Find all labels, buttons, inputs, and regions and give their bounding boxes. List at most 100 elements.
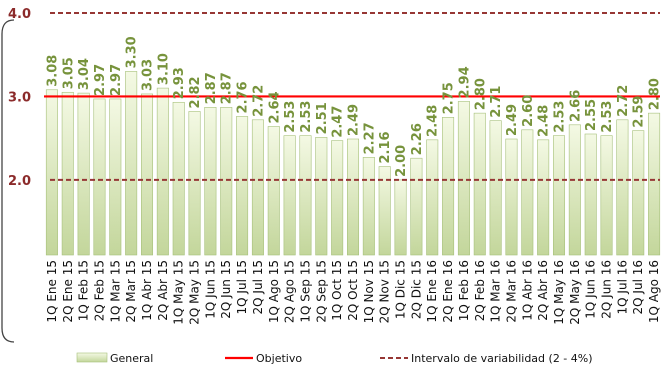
value-label: 2.72 (251, 85, 266, 117)
value-label: 3.05 (61, 57, 76, 89)
x-tick-label: 1Q Ago 16 (647, 260, 661, 323)
value-label: 2.53 (299, 101, 314, 133)
x-tick-label: 2Q Abr 15 (156, 260, 170, 321)
x-tick-label: 1Q Dic 15 (394, 260, 408, 319)
value-label: 2.53 (553, 101, 568, 133)
x-tick-label: 2Q Nov 15 (378, 260, 392, 323)
x-tick-label: 2Q Ene 16 (441, 260, 455, 323)
x-tick-label: 1Q Jul 15 (235, 260, 249, 314)
value-label: 2.87 (204, 72, 219, 104)
value-label: 2.71 (489, 86, 504, 118)
x-tick-label: 2Q Mar 15 (124, 260, 138, 323)
value-label: 2.66 (568, 90, 583, 122)
x-tick-label: 1Q Sep 15 (298, 260, 312, 323)
legend-label-general: General (110, 352, 153, 365)
x-tick-labels: 1Q Ene 15 2Q Ene 15 1Q Feb 15 2Q Feb 15 1Q M… (45, 260, 661, 325)
x-tick-label: 1Q Ene 15 (45, 260, 59, 323)
legend-swatch-general (76, 352, 108, 363)
x-tick-label: 1Q Mar 15 (108, 260, 122, 323)
bar (267, 126, 280, 256)
value-label: 2.26 (410, 123, 425, 155)
x-tick-label: 2Q Oct 15 (346, 260, 360, 321)
x-tick-label: 2Q Ago 15 (283, 260, 297, 323)
y-tick-label: 2.0 (8, 174, 31, 189)
bar (315, 137, 328, 256)
value-label: 2.80 (473, 78, 488, 110)
value-label: 2.27 (362, 122, 377, 154)
bar (442, 117, 455, 256)
left-frame (1, 19, 15, 343)
x-tick-label: 2Q Feb 16 (473, 260, 487, 321)
bar (457, 101, 470, 256)
bar (489, 120, 502, 256)
value-label: 2.82 (188, 76, 203, 108)
x-tick-label: 1Q Jul 16 (615, 260, 629, 314)
x-tick-label: 1Q May 16 (552, 260, 566, 325)
value-label: 2.80 (648, 78, 663, 110)
value-label: 3.08 (45, 55, 60, 87)
bar (473, 112, 486, 256)
x-tick-label: 1Q Feb 15 (77, 260, 91, 321)
value-label: 2.72 (616, 85, 631, 117)
x-tick-label: 2Q Jun 16 (600, 260, 614, 319)
reference-lines (44, 12, 660, 181)
bar (394, 179, 407, 256)
x-tick-label: 2Q Jul 16 (631, 260, 645, 314)
y-tick-label: 4.0 (8, 7, 31, 22)
bars (45, 71, 661, 256)
bar (220, 107, 233, 256)
bar (537, 139, 550, 256)
value-label: 2.75 (442, 82, 457, 114)
value-label: 2.53 (283, 101, 298, 133)
x-tick-label: 1Q Jun 15 (203, 260, 217, 319)
value-label: 3.10 (156, 53, 171, 85)
bar (331, 140, 344, 256)
value-label: 2.48 (537, 105, 552, 137)
value-label: 2.76 (236, 81, 251, 113)
x-tick-label: 2Q Dic 15 (409, 260, 423, 319)
value-label: 2.64 (267, 91, 282, 123)
y-tick-labels: 2.0 3.0 4.0 (8, 7, 31, 189)
bar (410, 157, 423, 256)
legend-label-objetivo: Objetivo (256, 352, 302, 365)
value-label: 3.04 (77, 58, 92, 90)
bar (378, 166, 391, 256)
bar (632, 130, 645, 256)
value-label: 2.60 (521, 95, 536, 127)
bar (552, 135, 566, 256)
x-tick-label: 2Q Jul 15 (251, 260, 265, 314)
bar (109, 98, 122, 256)
x-tick-label: 2Q May 15 (188, 260, 202, 325)
x-tick-label: 1Q Oct 15 (330, 260, 344, 321)
x-tick-label: 1Q Ago 15 (267, 260, 281, 323)
value-label: 2.93 (172, 67, 187, 99)
legend-label-intervalo: Intervalo de variabilidad (2 - 4%) (411, 352, 593, 365)
value-label: 2.94 (457, 66, 472, 98)
x-tick-label: 1Q Feb 16 (457, 260, 471, 321)
x-tick-label: 2Q Feb 15 (92, 260, 106, 321)
x-tick-label: 1Q Abr 15 (140, 260, 154, 321)
x-tick-label: 1Q Mar 16 (489, 260, 503, 323)
bar (362, 157, 375, 256)
value-label: 2.97 (109, 64, 124, 96)
bar (61, 91, 74, 256)
bar (236, 116, 249, 256)
bar (188, 111, 201, 256)
x-tick-label: 2Q Mar 16 (504, 260, 518, 323)
value-label: 2.53 (600, 101, 615, 133)
bar (299, 135, 312, 256)
x-tick-label: 1Q Jun 16 (584, 260, 598, 319)
value-label: 3.03 (141, 59, 156, 91)
value-label: 2.16 (378, 131, 393, 163)
value-label: 2.48 (426, 105, 441, 137)
value-label: 2.49 (347, 104, 362, 136)
value-label: 2.00 (394, 145, 409, 177)
value-label: 2.51 (315, 102, 330, 134)
bar (141, 93, 154, 256)
legend: General Objetivo Intervalo de variabilidad… (76, 352, 593, 365)
bar (172, 101, 185, 256)
value-label: 3.30 (125, 36, 140, 68)
x-tick-label: 2Q Sep 15 (314, 260, 328, 323)
bar (156, 87, 169, 256)
value-labels: 3.08 3.05 3.04 2.97 2.973.303.03 3.10 2.93 2.82… (45, 36, 662, 177)
